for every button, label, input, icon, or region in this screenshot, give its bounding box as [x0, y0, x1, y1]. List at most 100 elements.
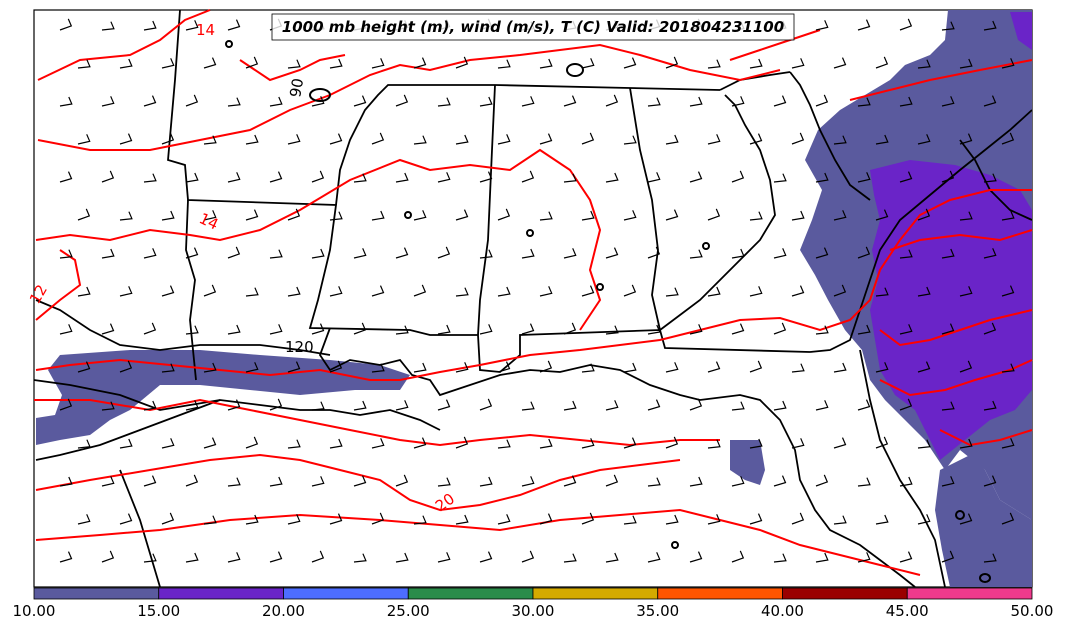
wind-barb [245, 287, 259, 297]
wind-barb [227, 324, 241, 335]
colorbar-segment [906, 587, 1033, 600]
wind-barb [815, 474, 829, 487]
wind-barb [101, 21, 115, 31]
wind-barb [917, 59, 931, 69]
wind-barb [521, 476, 535, 487]
wind-barb [371, 58, 385, 69]
colorbar-segment [532, 587, 659, 600]
wind-barbs [59, 18, 1015, 563]
wind-barb [329, 211, 343, 221]
wind-barb [521, 170, 535, 183]
wind-barb [899, 324, 913, 335]
wind-barb [857, 97, 871, 107]
wind-barb [227, 399, 241, 411]
wind-barb [917, 514, 931, 525]
wind-barb [59, 324, 73, 335]
wind-barb [353, 553, 367, 563]
wind-barb [521, 248, 535, 259]
wind-barb [413, 362, 427, 373]
wind-barb [959, 438, 973, 449]
colorbar-segment [407, 587, 534, 600]
wind-barb [101, 401, 115, 411]
wind-barb [959, 513, 973, 525]
wind-barb [329, 133, 343, 145]
wind-barb [245, 436, 259, 449]
wind-barb [665, 209, 679, 221]
wind-barb [959, 286, 973, 297]
wind-barb [521, 323, 535, 335]
wind-barb [413, 437, 427, 449]
wind-barb [899, 249, 913, 259]
wind-barb [899, 398, 913, 411]
wind-barb [59, 476, 73, 487]
wind-barb [437, 246, 451, 259]
colorbar-tick-label: 50.00 [1011, 602, 1054, 620]
wind-barb [311, 96, 325, 107]
wind-barb [605, 474, 619, 487]
wind-barb [269, 324, 283, 335]
wind-barb [437, 399, 451, 411]
wind-barb [287, 361, 301, 373]
wind-barb [227, 477, 241, 487]
wind-barb [647, 399, 661, 411]
wind-barb [101, 550, 115, 563]
wind-barb [689, 324, 703, 335]
wind-barb [815, 172, 829, 183]
wind-barb [413, 135, 427, 145]
wind-barb [581, 363, 595, 373]
wind-barb [959, 133, 973, 145]
wind-barb [539, 58, 553, 69]
wind-barb [353, 400, 367, 411]
wind-barb [731, 248, 745, 259]
wind-barb [875, 134, 889, 145]
wind-barb [623, 515, 637, 525]
wind-barb [1001, 363, 1015, 373]
wind-barb [815, 400, 829, 411]
wind-barb [815, 325, 829, 335]
wind-barb [521, 550, 535, 563]
wind-barb [563, 173, 577, 183]
wind-barb [77, 134, 91, 145]
wind-barb [581, 58, 595, 69]
wind-barb [983, 95, 997, 107]
wind-barb [203, 362, 217, 373]
wind-barb [269, 171, 283, 183]
wind-barb [1001, 58, 1015, 69]
wind-barb [203, 57, 217, 69]
wind-barb [605, 552, 619, 563]
wind-barb [707, 361, 721, 373]
wind-barb [773, 248, 787, 259]
wind-barb [605, 325, 619, 335]
wind-barb [311, 401, 325, 411]
colorbar-segment [158, 587, 284, 600]
wind-barb [899, 476, 913, 487]
wind-barb [791, 132, 805, 145]
wind-barb [1001, 132, 1015, 145]
wind-barb [689, 398, 703, 411]
wind-barb [395, 474, 409, 487]
wind-barb [227, 552, 241, 563]
wind-barb [119, 58, 133, 69]
wind-barb [203, 515, 217, 525]
wind-barb [857, 324, 871, 335]
wind-barb [941, 21, 955, 31]
wind-barb [917, 134, 931, 145]
wind-barb [395, 325, 409, 335]
wind-barb [311, 170, 325, 183]
colorbar-tick-label: 30.00 [512, 602, 555, 620]
wind-barb [77, 514, 91, 525]
wind-barb [143, 173, 157, 183]
colorbar-tick-label: 20.00 [262, 602, 305, 620]
colorbar-tick-label: 10.00 [13, 602, 56, 620]
wind-barb [185, 20, 199, 31]
wind-barb [1001, 210, 1015, 221]
wind-barb [77, 59, 91, 69]
wind-barb [287, 208, 301, 221]
wind-barb [101, 476, 115, 487]
wind-barb [413, 284, 427, 297]
wind-barb [665, 514, 679, 525]
wind-barb [731, 96, 745, 107]
wind-barb [59, 551, 73, 563]
wind-barb [605, 247, 619, 259]
wind-barb [707, 514, 721, 525]
